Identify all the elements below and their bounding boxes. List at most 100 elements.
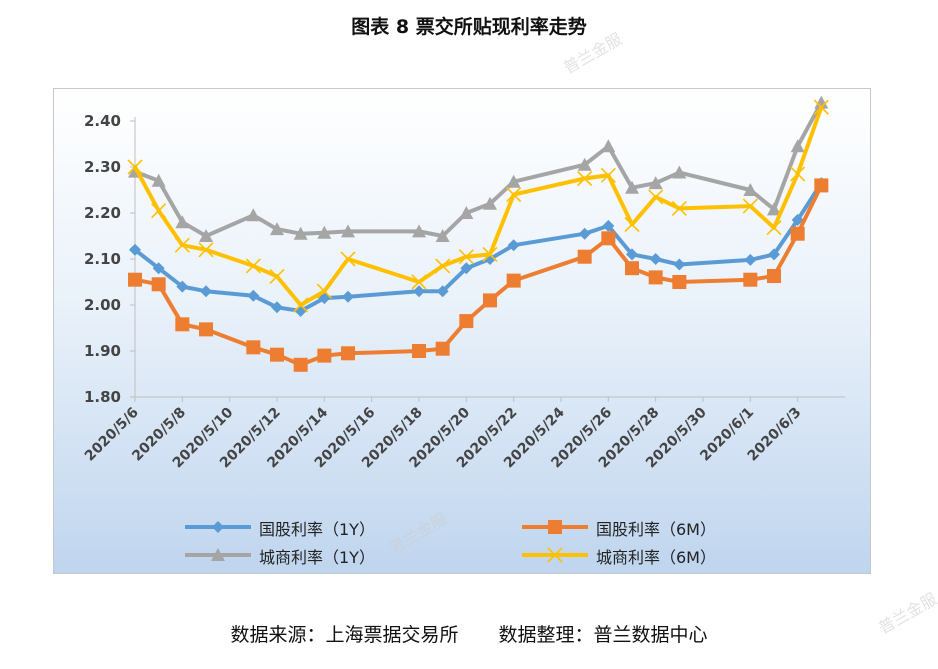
data-point <box>814 178 829 193</box>
data-point <box>340 251 356 267</box>
data-point <box>790 139 805 153</box>
data-point <box>175 317 190 332</box>
data-point <box>316 283 332 299</box>
data-point <box>506 174 521 188</box>
data-point <box>601 231 616 246</box>
data-point <box>317 348 332 363</box>
data-point <box>672 275 687 289</box>
legend-item: 国股利率（6M） <box>520 516 820 540</box>
data-point <box>625 180 639 194</box>
data-point <box>790 226 805 241</box>
data-point <box>127 159 143 175</box>
data-point <box>342 290 354 303</box>
series-4 <box>127 99 829 313</box>
data-point <box>577 157 592 171</box>
data-point <box>293 357 308 372</box>
data-point <box>341 346 355 361</box>
data-point <box>767 269 781 284</box>
y-tick-label: 2.30 <box>84 158 121 176</box>
legend-item: 城商利率（1Y） <box>183 544 483 568</box>
data-point <box>671 200 687 216</box>
chart-title: 图表 8 票交所贴现利率走势 <box>351 16 587 38</box>
data-point <box>790 166 806 182</box>
data-point <box>813 99 829 115</box>
data-point <box>459 314 474 329</box>
y-tick-label: 1.90 <box>84 342 121 360</box>
data-point <box>129 243 141 256</box>
data-point <box>624 216 640 233</box>
data-point <box>483 293 497 308</box>
data-point <box>648 189 664 205</box>
series-line <box>134 101 824 238</box>
data-point <box>791 213 804 226</box>
data-point <box>175 215 190 229</box>
legend-swatch <box>522 520 588 534</box>
data-point <box>506 273 521 288</box>
data-point <box>152 262 165 275</box>
legend-swatch <box>522 547 588 563</box>
source-line: 数据来源：上海票据交易所 数据整理：普兰数据中心 <box>0 620 938 647</box>
data-point <box>436 285 449 298</box>
y-tick-label: 2.10 <box>84 250 121 268</box>
legend-label: 城商利率（6M） <box>596 548 716 567</box>
series-line <box>133 182 824 313</box>
data-point <box>743 183 758 196</box>
data-point <box>269 268 285 285</box>
data-point <box>577 249 592 264</box>
y-tick-label: 1.80 <box>84 388 121 406</box>
data-point <box>270 222 284 236</box>
data-point <box>341 224 355 238</box>
data-point <box>413 285 425 298</box>
data-point <box>459 206 474 219</box>
data-point <box>151 203 167 219</box>
data-point <box>625 261 639 276</box>
data-point <box>151 277 166 292</box>
data-point <box>128 272 142 287</box>
data-point <box>506 187 522 203</box>
data-point <box>626 248 638 261</box>
data-point <box>482 246 498 262</box>
legend-label: 国股利率（6M） <box>596 520 716 539</box>
data-point <box>649 253 662 265</box>
data-point <box>648 270 663 285</box>
legend-item: 国股利率（1Y） <box>183 516 483 540</box>
data-point <box>648 176 663 190</box>
data-point <box>176 280 189 293</box>
data-organizer: 数据整理：普兰数据中心 <box>498 624 708 646</box>
data-point <box>460 262 473 275</box>
data-point <box>271 301 283 314</box>
data-point <box>412 224 426 238</box>
data-point <box>600 167 616 183</box>
legend-item: 城商利率（6M） <box>520 544 820 568</box>
legend-label: 国股利率（1Y） <box>259 520 375 539</box>
series-line <box>133 106 824 307</box>
data-source: 数据来源：上海票据交易所 <box>230 624 459 646</box>
data-point <box>435 341 450 356</box>
series-2 <box>128 178 829 372</box>
data-point <box>151 173 166 187</box>
data-point <box>814 95 829 109</box>
y-tick-label: 2.20 <box>84 204 121 222</box>
data-point <box>412 344 426 358</box>
data-point <box>602 219 615 232</box>
data-point <box>246 208 261 222</box>
data-point <box>200 285 212 298</box>
legend-swatch <box>185 521 251 533</box>
legend-swatch <box>185 548 251 561</box>
data-point <box>507 239 520 252</box>
series-layer <box>127 95 829 372</box>
data-point <box>768 248 780 261</box>
axes <box>130 117 845 402</box>
data-point <box>199 229 213 242</box>
data-point <box>411 274 427 290</box>
series-1 <box>129 177 828 317</box>
data-point <box>458 249 474 265</box>
data-point <box>672 165 687 179</box>
data-point <box>247 289 260 302</box>
legend-label: 城商利率（1Y） <box>259 548 375 567</box>
data-point <box>174 237 190 253</box>
data-point <box>245 258 261 274</box>
data-point <box>483 196 497 210</box>
data-point <box>577 170 593 187</box>
